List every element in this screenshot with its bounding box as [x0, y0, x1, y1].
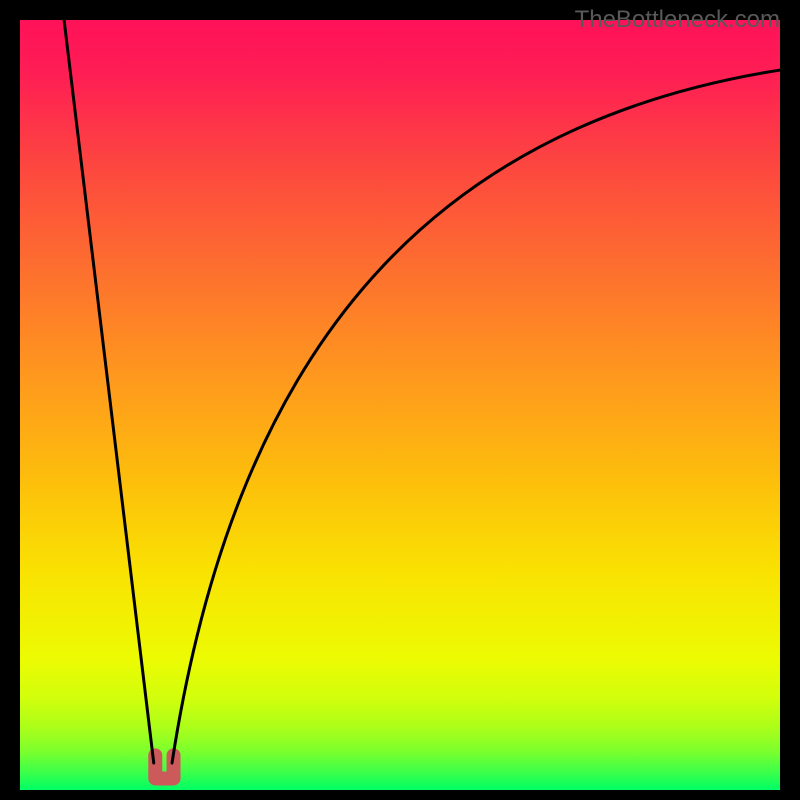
plot-background	[20, 20, 780, 790]
bottleneck-chart	[0, 0, 800, 800]
chart-container: TheBottleneck.com	[0, 0, 800, 800]
